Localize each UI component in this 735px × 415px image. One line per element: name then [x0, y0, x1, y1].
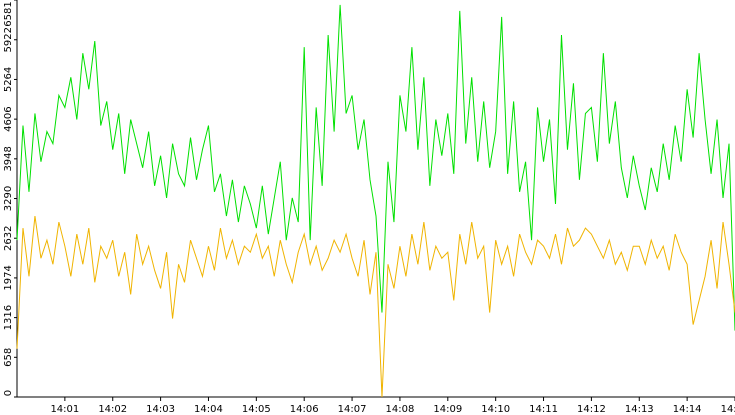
- y-tick-label: 5922: [3, 27, 14, 52]
- y-tick-label: 2632: [3, 225, 14, 250]
- series-line: [16, 4, 735, 331]
- y-tick-label: 5264: [3, 67, 14, 92]
- x-tick-label: 14:08: [386, 404, 415, 415]
- x-tick-label: 14:12: [577, 404, 606, 415]
- y-tick-label: 3290: [3, 186, 14, 211]
- x-tick-label: 14:04: [194, 404, 223, 415]
- series-line: [16, 215, 735, 398]
- x-tick-label: 14:03: [146, 404, 175, 415]
- x-tick-label: 14:07: [338, 404, 367, 415]
- x-tick-label: 14:09: [433, 404, 462, 415]
- x-tick-label: 14:06: [290, 404, 319, 415]
- y-tick-label: 6581: [3, 1, 14, 26]
- y-tick-label: 4606: [3, 106, 14, 131]
- y-tick-label: 3948: [3, 146, 14, 171]
- x-tick-label: 14:15: [721, 404, 735, 415]
- x-tick-label: 14:05: [242, 404, 271, 415]
- y-tick-label: 0: [3, 390, 14, 396]
- x-tick-label: 14:10: [481, 404, 510, 415]
- x-tick-label: 14:13: [625, 404, 654, 415]
- y-tick-label: 1974: [3, 265, 14, 290]
- y-tick-label: 1316: [3, 305, 14, 330]
- x-tick-label: 14:02: [98, 404, 127, 415]
- x-tick-label: 14:14: [673, 404, 702, 415]
- y-tick-label: 658: [3, 348, 14, 367]
- x-tick-label: 14:01: [50, 404, 79, 415]
- x-tick-label: 14:11: [529, 404, 558, 415]
